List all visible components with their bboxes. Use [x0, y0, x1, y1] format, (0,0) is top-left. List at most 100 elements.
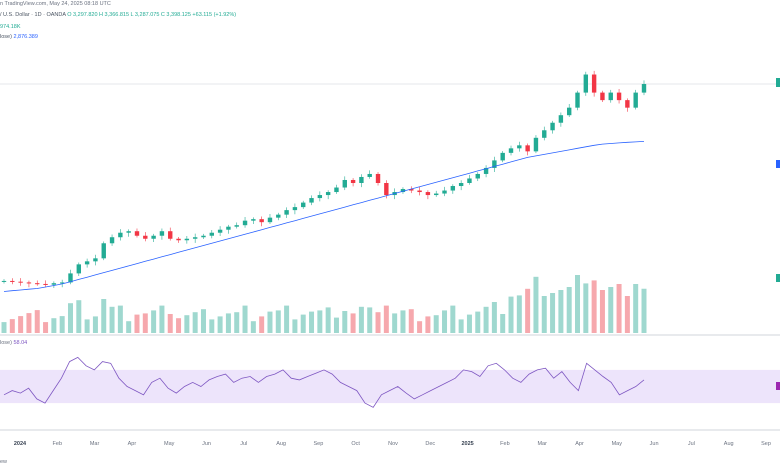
volume-bar: [309, 311, 315, 333]
volume-bar: [134, 314, 140, 333]
volume-bar: [641, 288, 647, 333]
volume-bar: [142, 313, 148, 333]
volume-bar: [575, 275, 581, 333]
candle-body: [417, 190, 422, 193]
header-symbol-line: / U.S. Dollar · 1D · OANDA O 3,297.820 H…: [0, 12, 236, 18]
candle-body: [176, 238, 181, 241]
candle-body: [59, 282, 65, 284]
volume-legend: 974.18K: [0, 24, 21, 30]
x-tick-label: 2024: [14, 441, 27, 447]
volume-bar: [43, 322, 49, 333]
candle-body: [575, 92, 580, 108]
x-tick-label: Feb: [500, 441, 509, 447]
volume-bar: [192, 312, 198, 333]
candle-body: [591, 74, 597, 93]
candle-body: [168, 231, 173, 239]
candle-body: [43, 283, 48, 285]
candle-body: [475, 173, 480, 179]
symbol-title: / U.S. Dollar · 1D · OANDA: [0, 12, 66, 18]
candle-body: [500, 152, 505, 161]
candle-body: [525, 145, 530, 152]
candle-body: [118, 232, 123, 238]
x-tick-label: Apr: [128, 441, 137, 447]
x-axis: 2024 Feb Mar Apr May Jun Jul Aug Sep Oct Nov Dec 202…: [14, 441, 771, 447]
volume-bar: [533, 276, 539, 333]
volume-bar: [317, 310, 323, 333]
volume-bar: [209, 319, 215, 333]
candle-body: [434, 193, 439, 196]
right-marker-rsi: [776, 382, 780, 390]
volume-bar: [167, 314, 173, 333]
candle-body: [226, 226, 231, 230]
volume-bar: [599, 290, 605, 333]
volume-bar: [84, 319, 90, 333]
volume-bar: [333, 317, 339, 333]
candle-body: [309, 198, 314, 203]
volume-bar: [67, 303, 73, 333]
candles: [1, 70, 647, 289]
footer-text: ew: [0, 459, 8, 465]
candle-body: [217, 229, 223, 233]
volume-bar: [126, 321, 132, 333]
volume-bar: [408, 309, 414, 333]
x-tick-label: Apr: [575, 441, 584, 447]
x-tick-label: May: [612, 441, 623, 447]
rsi-band: [0, 369, 780, 404]
volume-bar: [475, 311, 481, 333]
volume-bar: [541, 296, 547, 333]
volume-bar: [483, 306, 489, 333]
candle-body: [442, 190, 447, 194]
x-tick-label: Aug: [276, 441, 286, 447]
volume-bar: [26, 313, 32, 333]
candle-body: [68, 273, 73, 283]
volume-bar: [51, 318, 57, 333]
candle-body: [301, 202, 306, 208]
volume-bar: [425, 316, 431, 333]
volume-bar: [217, 316, 223, 333]
x-tick-label: 2025: [461, 441, 473, 447]
x-tick-label: Mar: [537, 441, 547, 447]
right-marker-price: [776, 78, 780, 87]
x-tick-label: Sep: [314, 441, 324, 447]
candle-body: [508, 148, 514, 153]
volume-bar: [151, 310, 157, 333]
rsi-label: lose): [0, 340, 12, 346]
volume-bar: [109, 306, 115, 333]
candle-body: [409, 189, 414, 191]
volume-bar: [350, 313, 356, 333]
ma-legend: lose) 2,876.389: [0, 34, 38, 40]
candle-body: [633, 92, 638, 108]
candle-body: [1, 280, 7, 282]
volume-bar: [591, 280, 597, 333]
right-marker-volume: [776, 274, 780, 282]
candle-body: [367, 173, 372, 177]
volume-bar: [101, 299, 107, 333]
candle-body: [600, 92, 605, 101]
volume-bar: [300, 314, 306, 333]
candle-body: [641, 84, 647, 93]
candle-body: [234, 225, 239, 227]
x-tick-label: Dec: [425, 441, 435, 447]
candle-body: [26, 282, 32, 284]
volume-bar: [525, 288, 531, 333]
candle-body: [242, 220, 248, 226]
volume-bar: [608, 287, 614, 333]
volume-bar: [292, 319, 298, 333]
volume-bar: [225, 313, 231, 333]
candle-body: [359, 176, 364, 183]
volume-bar: [417, 321, 423, 333]
volume-bar: [234, 312, 240, 333]
candle-body: [384, 183, 389, 196]
x-tick-label: Jun: [650, 441, 659, 447]
candle-body: [400, 189, 406, 193]
x-tick-label: Oct: [351, 441, 360, 447]
volume-bar: [176, 318, 182, 333]
volume-bar: [566, 287, 572, 333]
candle-body: [467, 178, 472, 183]
x-tick-label: May: [164, 441, 175, 447]
volume-bar: [500, 314, 506, 333]
candle-body: [209, 232, 214, 236]
volume-bar: [259, 316, 265, 333]
candle-body: [18, 281, 23, 283]
